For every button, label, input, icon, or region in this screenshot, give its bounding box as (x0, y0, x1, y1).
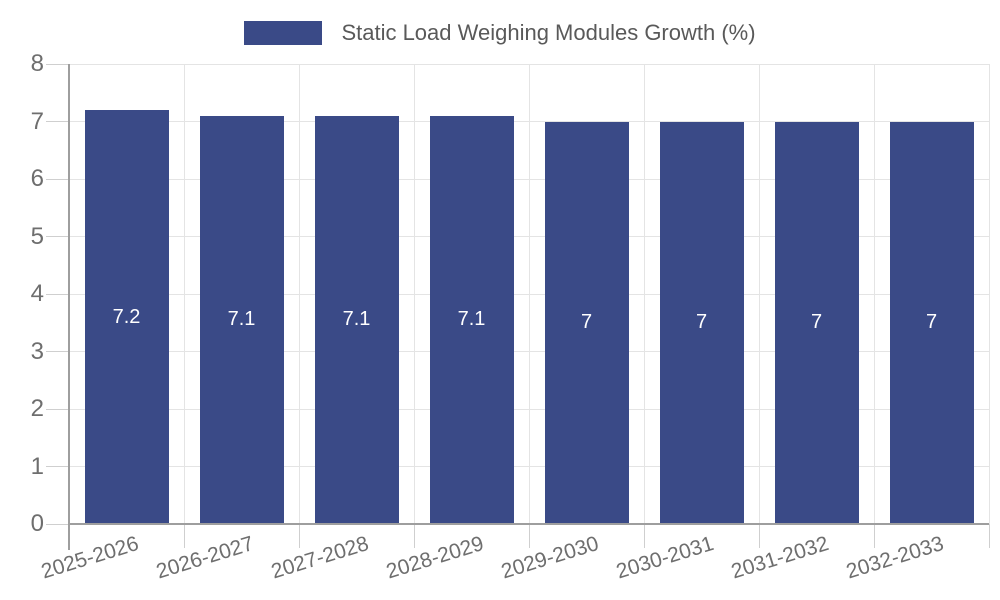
y-axis-line (68, 64, 70, 550)
bar-value-label: 7 (810, 311, 823, 334)
chart-legend: Static Load Weighing Modules Growth (%) (0, 20, 1000, 46)
y-axis-label: 4 (30, 280, 44, 307)
gridline-vertical (988, 64, 990, 524)
bar: 7 (659, 121, 744, 524)
bar: 7 (889, 121, 974, 524)
x-axis-tick (758, 524, 760, 548)
x-axis-tick (528, 524, 530, 548)
y-axis-tick (46, 408, 69, 410)
y-axis-label: 1 (30, 452, 44, 480)
y-axis-tick (46, 63, 69, 65)
bar-value-label: 7 (580, 311, 593, 334)
bar-value-label: 7.1 (457, 308, 486, 331)
bar: 7 (774, 121, 859, 524)
gridline-vertical (183, 64, 185, 524)
gridline-vertical (528, 64, 530, 524)
y-axis-label: 3 (30, 337, 44, 365)
bar: 7.1 (429, 115, 514, 524)
bar: 7.1 (314, 115, 399, 524)
bar-value-label: 7 (925, 311, 938, 334)
legend-swatch (244, 21, 323, 45)
y-axis-tick (46, 121, 69, 122)
x-axis-tick (643, 524, 645, 548)
x-axis-tick (183, 524, 185, 548)
legend-label: Static Load Weighing Modules Growth (%) (341, 20, 756, 45)
legend-item[interactable]: Static Load Weighing Modules Growth (%) (244, 20, 756, 46)
x-axis-tick (413, 524, 415, 548)
y-axis-tick (46, 178, 69, 180)
gridline-vertical (873, 64, 875, 524)
y-axis-label: 6 (30, 165, 44, 192)
y-axis-tick (46, 293, 69, 295)
y-axis-tick (46, 236, 69, 237)
x-axis-line (69, 523, 989, 525)
y-axis-label: 5 (30, 222, 44, 250)
y-axis-tick (46, 523, 69, 525)
bar-value-label: 7.2 (112, 305, 141, 328)
gridline-vertical (758, 64, 760, 524)
x-axis-tick (988, 524, 990, 548)
gridline-vertical (298, 64, 300, 524)
bar: 7.1 (199, 115, 284, 524)
bar-value-label: 7.1 (342, 308, 371, 331)
bar-value-label: 7.1 (227, 308, 256, 331)
bar: 7 (544, 121, 629, 524)
gridline-vertical (413, 64, 415, 524)
y-axis-tick (46, 351, 69, 352)
bar: 7.2 (84, 110, 169, 524)
y-axis-tick (46, 466, 69, 467)
x-axis-tick (298, 524, 300, 548)
x-axis-tick (873, 524, 875, 548)
gridline-vertical (643, 64, 645, 524)
bar-value-label: 7 (695, 311, 708, 334)
y-axis-label: 7 (30, 107, 44, 135)
y-axis-label: 0 (30, 510, 44, 537)
y-axis-label: 8 (30, 50, 44, 77)
y-axis-label: 2 (30, 395, 44, 422)
